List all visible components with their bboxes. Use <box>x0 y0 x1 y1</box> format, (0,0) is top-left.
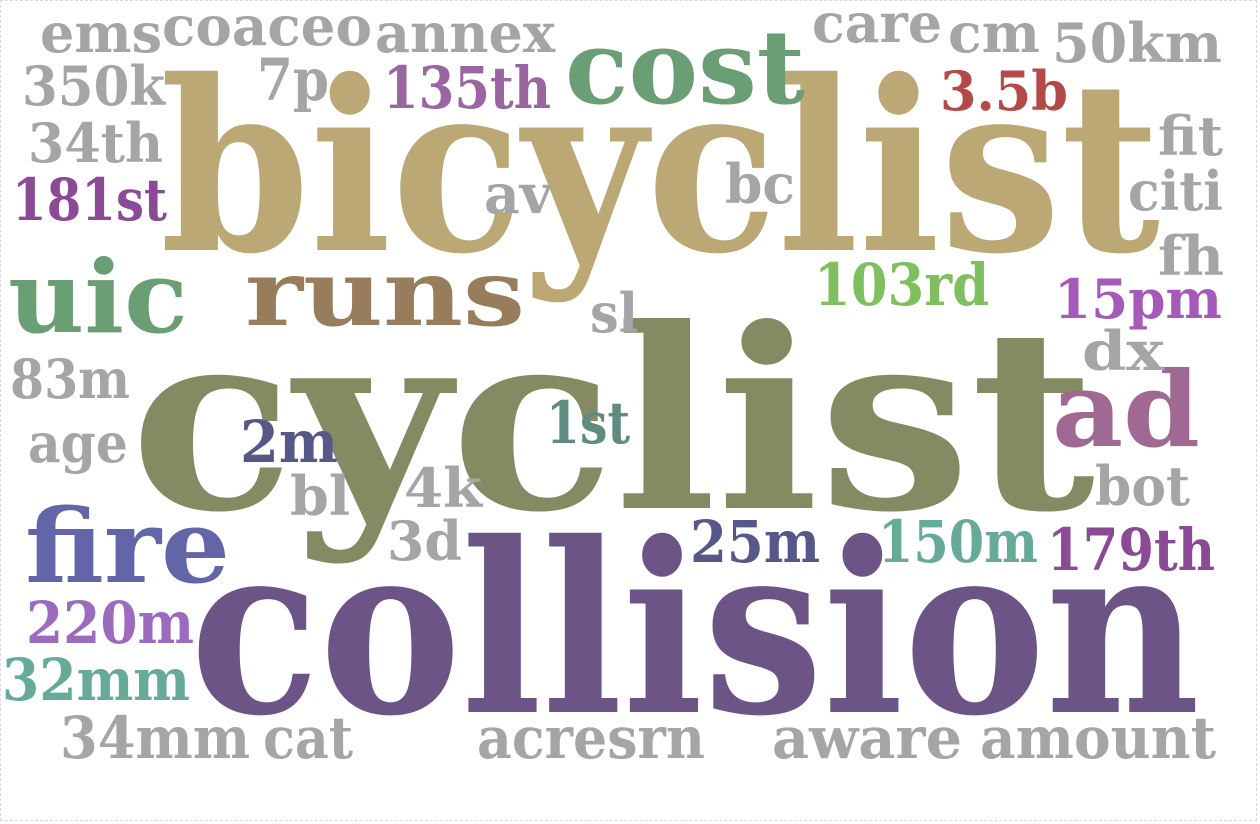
cloud-word-1st: 1st <box>546 389 630 457</box>
cloud-word-care: care <box>812 0 942 55</box>
cloud-word-3d: 3d <box>387 509 462 573</box>
cloud-word-cost: cost <box>565 8 805 128</box>
cloud-word-cyclist: cyclist <box>130 273 1095 567</box>
cloud-word-citi: citi <box>1128 159 1223 223</box>
cloud-word-350k: 350k <box>22 54 167 118</box>
cloud-word-83m: 83m <box>10 347 130 411</box>
cloud-word-bot: bot <box>1095 454 1190 518</box>
cloud-word-103rd: 103rd <box>814 251 989 319</box>
cloud-word-cm: cm <box>948 1 1040 65</box>
cloud-word-bl: bl <box>290 464 350 528</box>
cloud-word-179th: 179th <box>1047 516 1215 584</box>
cloud-word-32mm: 32mm <box>2 646 190 714</box>
cloud-word-av: av <box>484 162 554 226</box>
cloud-word-fit: fit <box>1158 104 1223 168</box>
cloud-word-runs: runs <box>245 239 525 347</box>
cloud-word-34th: 34th <box>28 111 163 175</box>
cloud-word-annex: annex <box>375 1 556 65</box>
cloud-word-25m: 25m <box>690 508 820 576</box>
cloud-word-ad: ad <box>1052 348 1200 471</box>
cloud-word-50km: 50km <box>1052 11 1222 75</box>
cloud-word-3-5b: 3.5b <box>940 59 1068 123</box>
cloud-word-15pm: 15pm <box>1054 267 1222 331</box>
cloud-word-amount: amount <box>980 704 1216 772</box>
cloud-word-220m: 220m <box>26 589 194 657</box>
cloud-word-age: age <box>28 411 128 475</box>
cloud-word-2m: 2m <box>240 408 338 476</box>
cloud-word-fh: fh <box>1158 224 1224 288</box>
cloud-word-34mm: 34mm <box>60 704 250 772</box>
cloud-word-181st: 181st <box>12 166 167 234</box>
cloud-word-ems: ems <box>40 1 162 65</box>
cloud-word-150m: 150m <box>878 508 1038 576</box>
cloud-word-cat: cat <box>263 704 353 772</box>
cloud-word-bicyclist: bicyclist <box>160 28 1160 306</box>
cloud-word-coaceo: coaceo <box>162 0 372 58</box>
cloud-word-135th: 135th <box>383 54 551 122</box>
cloud-word-acresrn: acresrn <box>477 704 705 772</box>
cloud-word-fire: fire <box>25 487 230 607</box>
cloud-word-collision: collision <box>190 490 1200 768</box>
cloud-word-aware: aware <box>772 704 962 772</box>
cloud-word-bc: bc <box>725 152 795 216</box>
cloud-word-7p: 7p <box>257 46 329 114</box>
cloud-word-sl: sl <box>590 281 638 345</box>
cloud-word-uic: uic <box>8 238 188 356</box>
cloud-word-dx: dx <box>1082 319 1165 383</box>
cloud-word-4k: 4k <box>404 456 484 520</box>
